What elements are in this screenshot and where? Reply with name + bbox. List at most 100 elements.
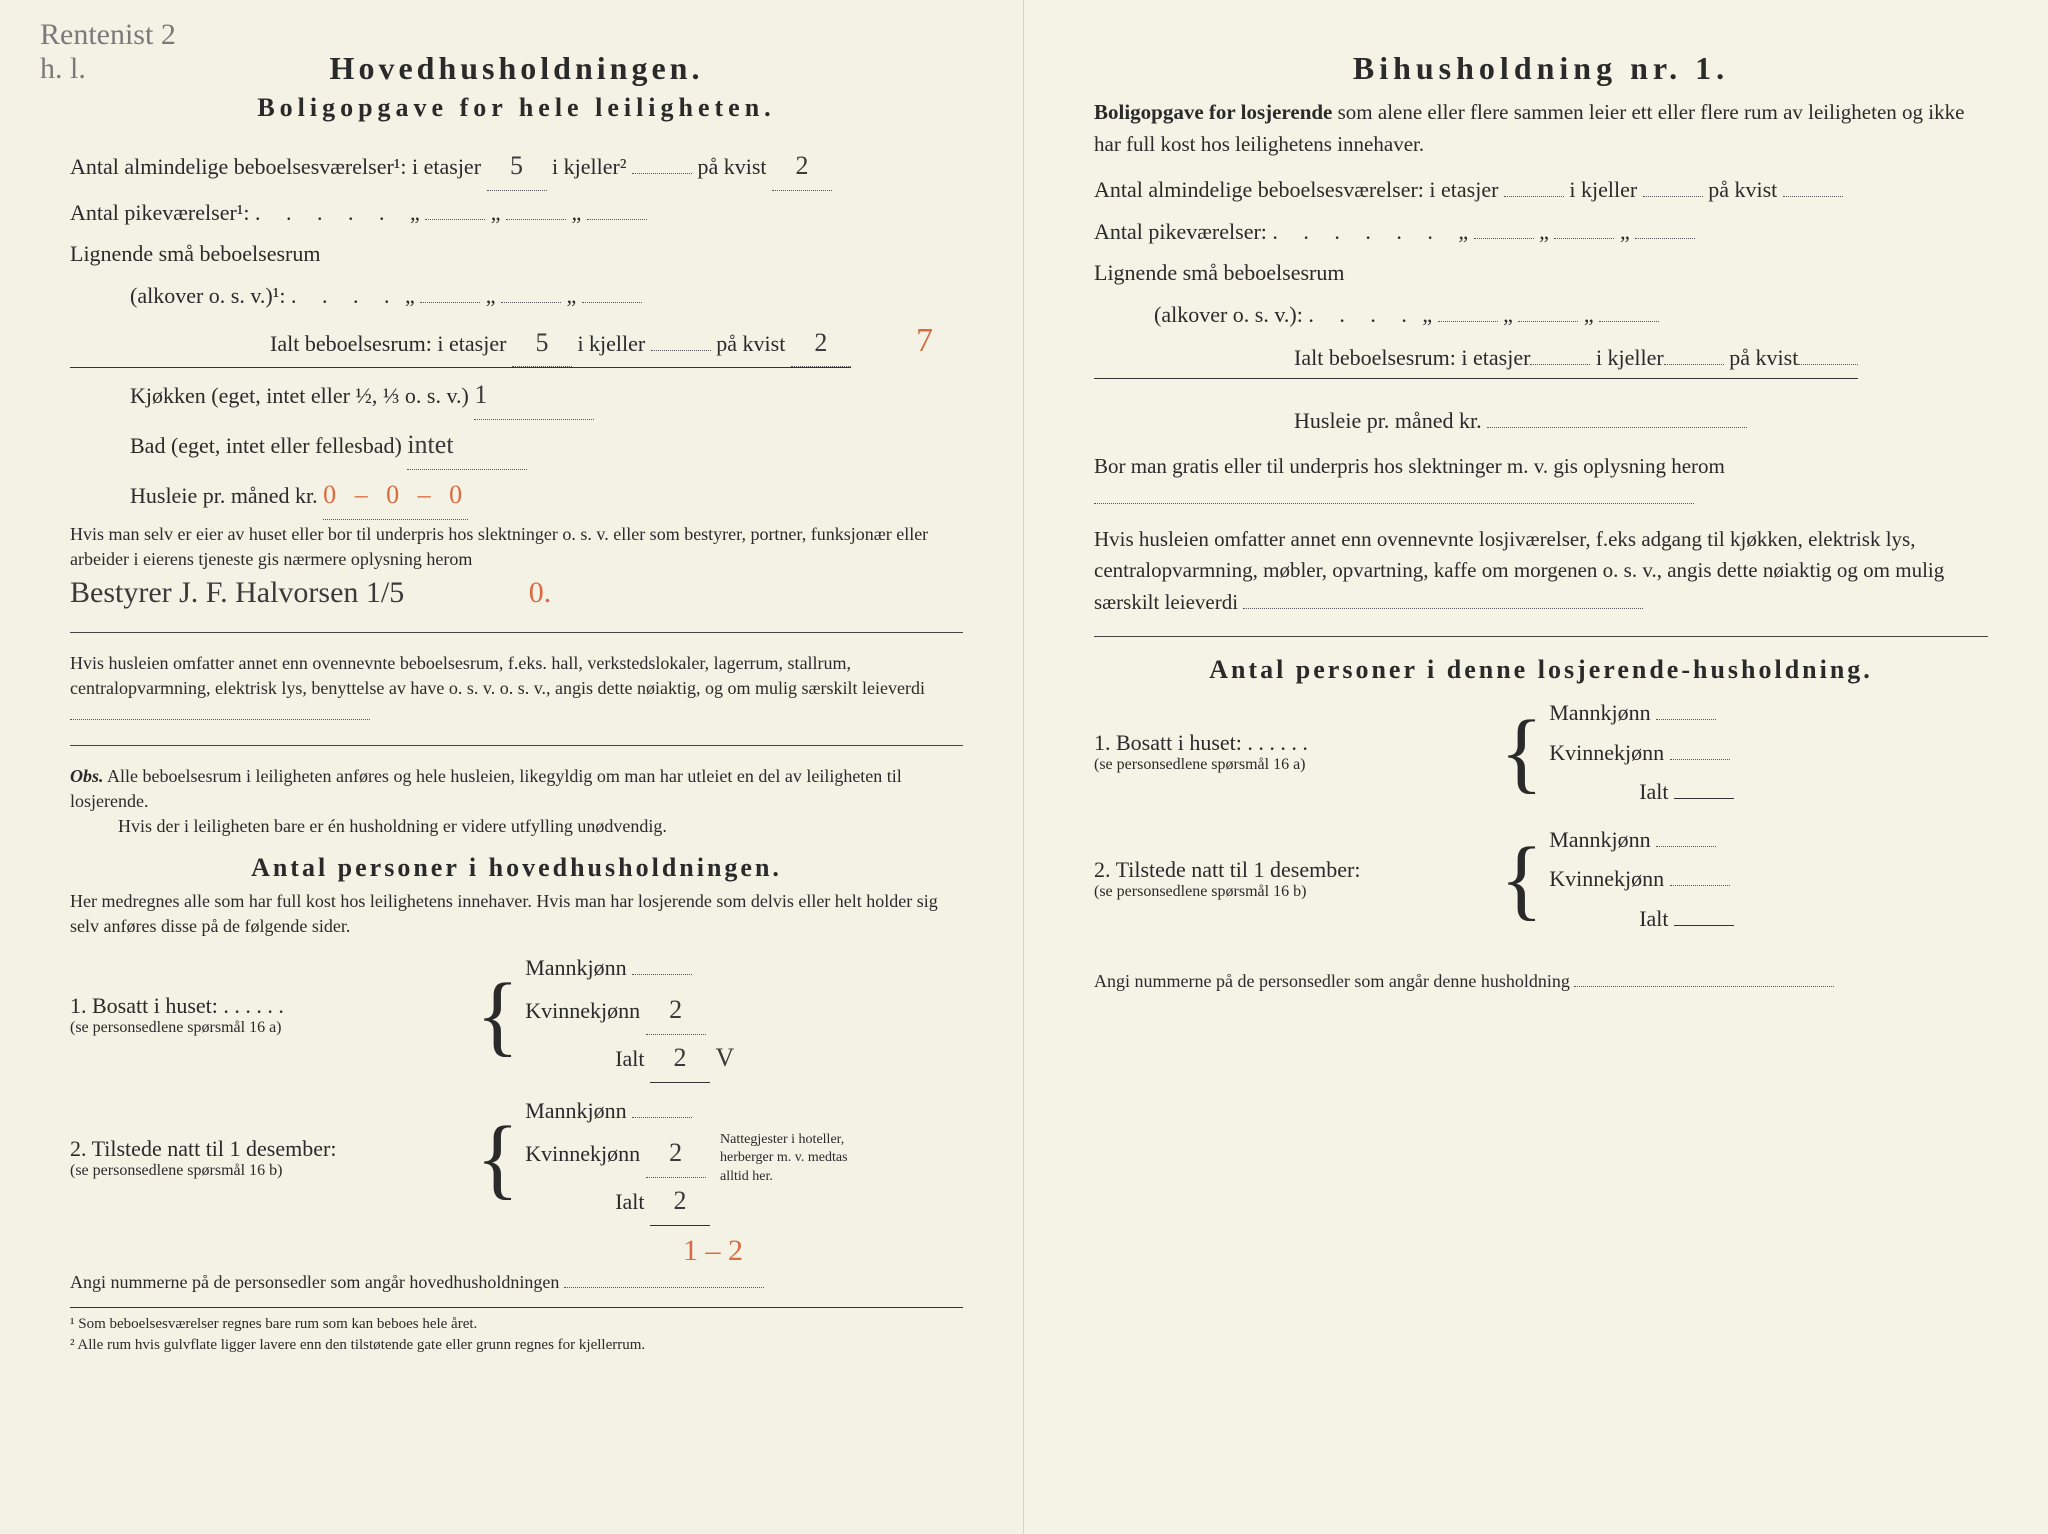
label: Bad (eget, intet eller fellesbad) bbox=[130, 433, 402, 458]
text: Hvis husleien omfatter annet enn ovennev… bbox=[70, 653, 925, 698]
val-etasjer: 5 bbox=[487, 143, 547, 191]
label: på kvist bbox=[1729, 345, 1798, 370]
label: Ialt bbox=[1639, 779, 1668, 804]
q1-label: 1. Bosatt i huset: . . . . . . (se perso… bbox=[70, 993, 470, 1037]
val bbox=[632, 1117, 692, 1118]
ditto: „ bbox=[572, 200, 582, 225]
row-pike: Antal pikeværelser¹: . . . . . „ „ „ bbox=[70, 193, 963, 233]
val bbox=[632, 974, 692, 975]
blank bbox=[1554, 238, 1614, 239]
owner-para: Hvis man selv er eier av huset eller bor… bbox=[70, 522, 963, 614]
label: på kvist bbox=[697, 154, 766, 179]
divider bbox=[1094, 636, 1988, 637]
fn2: ² Alle rum hvis gulvflate ligger lavere … bbox=[70, 1335, 963, 1356]
title-right: Bihusholdning nr. 1. bbox=[1094, 50, 1988, 87]
text: Hvis der i leiligheten bare er én hushol… bbox=[70, 814, 667, 839]
val: intet bbox=[407, 422, 527, 470]
side-note: Nattegjester i hoteller, herberger m. v.… bbox=[710, 1131, 850, 1186]
blank bbox=[1783, 196, 1843, 197]
red-total: 7 bbox=[916, 322, 933, 360]
document-spread: Rentenist 2 h. l. Hovedhusholdningen. Bo… bbox=[0, 0, 2048, 1534]
blank bbox=[1656, 846, 1716, 847]
r-gratis: Bor man gratis eller til underpris hos s… bbox=[1094, 451, 1988, 514]
r-alkover-label: Lignende små beboelsesrum bbox=[1094, 253, 1988, 293]
label: Kvinnekjønn bbox=[525, 1141, 640, 1166]
sub: (se personsedlene spørsmål 16 b) bbox=[70, 1162, 470, 1180]
label: Kvinnekjønn bbox=[1549, 740, 1664, 765]
row-alkover-label: Lignende små beboelsesrum bbox=[70, 234, 963, 274]
label: Mannkjønn bbox=[1549, 827, 1650, 852]
val: 2 bbox=[646, 987, 706, 1035]
content: Mannkjønn Kvinnekjønn Ialt bbox=[1549, 820, 1734, 939]
blank bbox=[1670, 759, 1730, 760]
ditto: „ bbox=[410, 200, 420, 225]
blank bbox=[1243, 608, 1643, 609]
blank bbox=[1635, 238, 1695, 239]
brace-icon: { bbox=[470, 984, 525, 1047]
text: Alle beboelsesrum i leiligheten anføres … bbox=[70, 766, 902, 811]
label: i kjeller bbox=[1569, 177, 1637, 202]
blank bbox=[1574, 986, 1834, 987]
label: Antal pikeværelser: bbox=[1094, 219, 1267, 244]
text: Hvis husleien omfatter annet enn ovennev… bbox=[1094, 527, 1944, 614]
q2-content: Mannkjønn Kvinnekjønn 2 Ialt 2 bbox=[525, 1091, 710, 1226]
r-q2: 2. Tilstede natt til 1 desember: (se per… bbox=[1094, 820, 1988, 939]
obs-label: Obs. bbox=[70, 766, 104, 786]
val bbox=[651, 350, 711, 351]
label: 2. Tilstede natt til 1 desember: (se per… bbox=[1094, 857, 1494, 901]
husleie-para: Hvis husleien omfatter annet enn ovennev… bbox=[70, 651, 963, 727]
divider bbox=[70, 745, 963, 746]
intro-bold: Boligopgave for losjerende bbox=[1094, 100, 1332, 124]
blank bbox=[420, 302, 480, 303]
blank bbox=[582, 302, 642, 303]
blank bbox=[587, 219, 647, 220]
blank bbox=[1656, 719, 1716, 720]
r-persons-title: Antal personer i denne losjerende-hushol… bbox=[1094, 655, 1988, 685]
label: på kvist bbox=[1708, 177, 1777, 202]
row-kjokken: Kjøkken (eget, intet eller ½, ⅓ o. s. v.… bbox=[70, 372, 963, 420]
label: Mannkjønn bbox=[525, 955, 626, 980]
val-kjeller bbox=[632, 173, 692, 174]
label: Kvinnekjønn bbox=[525, 998, 640, 1023]
ditto: „ bbox=[486, 283, 496, 308]
label: Mannkjønn bbox=[525, 1098, 626, 1123]
brace-icon: { bbox=[470, 1127, 525, 1190]
label: Antal almindelige beboelsesværelser: i e… bbox=[1094, 177, 1498, 202]
annot-line1: Rentenist 2 bbox=[40, 18, 176, 51]
label: Kvinnekjønn bbox=[1549, 866, 1664, 891]
sub: (se personsedlene spørsmål 16 b) bbox=[1094, 883, 1494, 901]
ditto: „ bbox=[491, 200, 501, 225]
annot-line2: h. l. bbox=[40, 52, 86, 85]
label: i kjeller² bbox=[552, 154, 626, 179]
num: 1. bbox=[1094, 730, 1111, 755]
label: 1. Bosatt i huset: . . . . . . (se perso… bbox=[1094, 730, 1494, 774]
blank bbox=[1674, 798, 1734, 799]
val: 2 bbox=[650, 1035, 710, 1083]
num: 2. bbox=[70, 1136, 87, 1161]
label: Mannkjønn bbox=[1549, 700, 1650, 725]
r-row1: Antal almindelige beboelsesværelser: i e… bbox=[1094, 170, 1988, 210]
blank bbox=[1643, 196, 1703, 197]
label: (alkover o. s. v.)¹: bbox=[130, 283, 285, 308]
brace-icon: { bbox=[1494, 848, 1549, 911]
label: i kjeller bbox=[1596, 345, 1664, 370]
check: V bbox=[716, 1035, 735, 1082]
val: 5 bbox=[512, 320, 572, 368]
row-beboelse: Antal almindelige beboelsesværelser¹: i … bbox=[70, 143, 963, 191]
blank bbox=[1674, 925, 1734, 926]
blank bbox=[1094, 503, 1694, 504]
r-angi: Angi nummerne på de personsedler som ang… bbox=[1094, 969, 1988, 994]
r-alkover: (alkover o. s. v.): . . . . „ „ „ bbox=[1094, 295, 1988, 335]
right-page: Bihusholdning nr. 1. Boligopgave for los… bbox=[1024, 0, 2048, 1534]
text: Bor man gratis eller til underpris hos s… bbox=[1094, 454, 1725, 478]
val: 1 bbox=[474, 372, 594, 420]
num: 1. bbox=[70, 993, 87, 1018]
label: Bosatt i huset: bbox=[1116, 730, 1242, 755]
blank bbox=[1664, 364, 1724, 365]
sub: (se personsedlene spørsmål 16 a) bbox=[1094, 756, 1494, 774]
label: i etasjer bbox=[1461, 345, 1530, 370]
text: Hvis man selv er eier av huset eller bor… bbox=[70, 524, 928, 569]
fn1: ¹ Som beboelsesværelser regnes bare rum … bbox=[70, 1314, 963, 1335]
blank bbox=[1530, 364, 1590, 365]
blank bbox=[70, 719, 370, 720]
